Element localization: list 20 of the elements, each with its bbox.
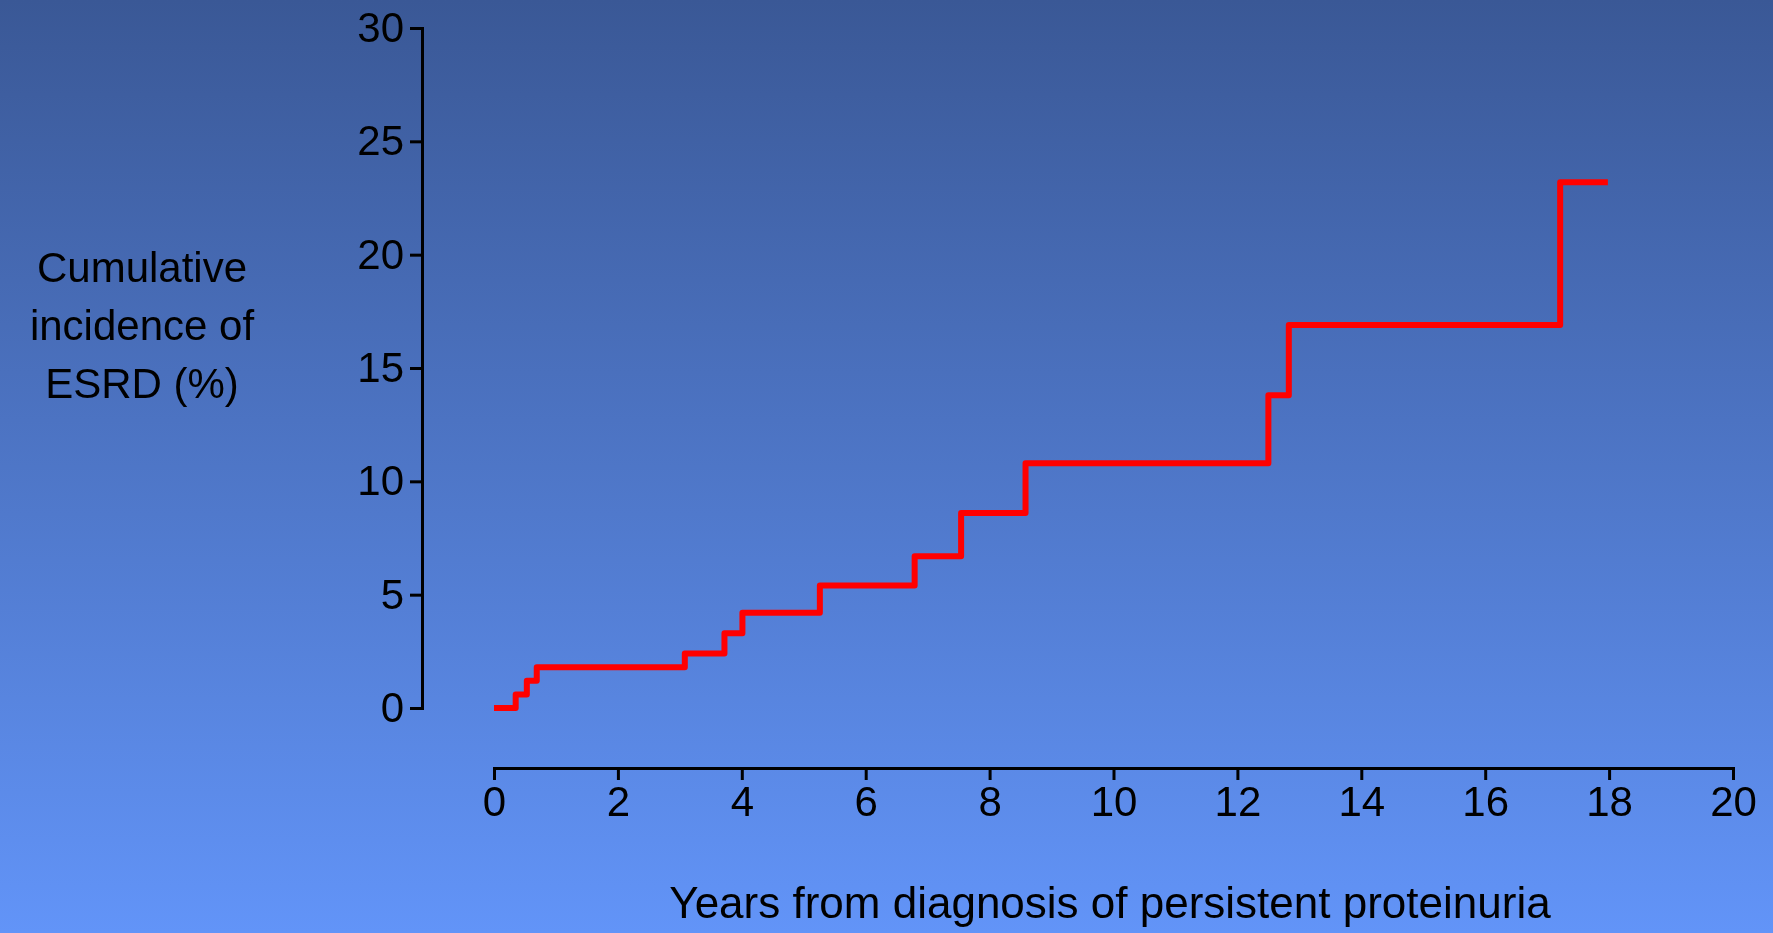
y-axis-title: Cumulative incidence of ESRD (%) [29,244,255,407]
x-axis-title: Years from diagnosis of persistent proteinuria [669,878,1552,927]
x-tick-label: 18 [1586,777,1633,825]
y-tick-label: 0 [380,683,404,731]
x-tick-label: 20 [1710,777,1757,825]
y-tick-label: 30 [357,3,404,51]
y-tick-label: 15 [357,343,404,391]
x-tick-label: 12 [1214,777,1262,825]
y-tick-label: 5 [380,570,404,618]
x-tick-label: 2 [606,777,631,825]
y-tick-label: 20 [357,230,404,278]
x-tick-label: 14 [1338,777,1386,825]
x-tick-label: 6 [854,777,878,825]
x-tick-label: 4 [730,777,754,825]
y-tick-label: 10 [357,457,404,505]
x-tick-label: 0 [482,777,507,825]
x-tick-label: 16 [1462,777,1510,825]
x-tick-label: 10 [1090,777,1138,825]
x-tick-label: 8 [978,777,1002,825]
y-tick-label: 25 [357,117,404,165]
